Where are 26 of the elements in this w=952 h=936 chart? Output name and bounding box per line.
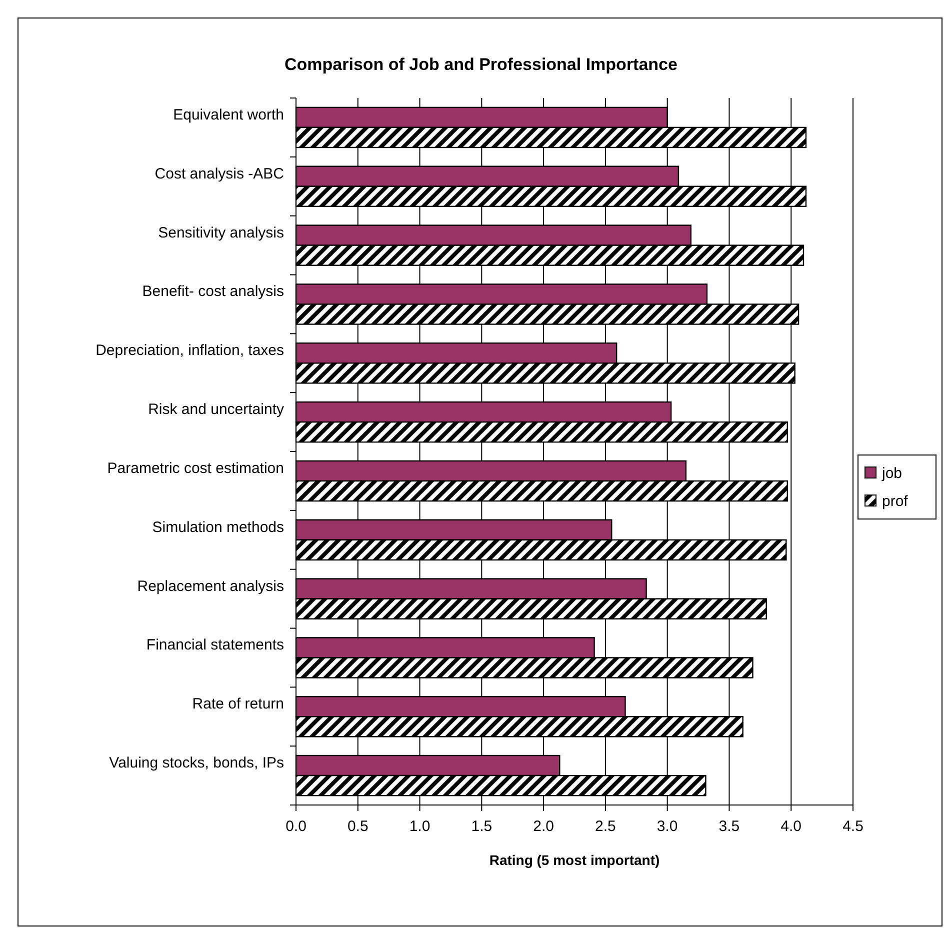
y-tick-label: Valuing stocks, bonds, IPs	[109, 754, 284, 772]
y-tick-label: Rate of return	[192, 696, 284, 713]
x-tick-label: 3.5	[718, 818, 740, 835]
x-axis-title: Rating (5 most important)	[489, 852, 660, 868]
legend-label: job	[881, 465, 902, 482]
x-tick-label: 0.0	[286, 818, 306, 835]
x-tick-label: 4.5	[842, 818, 864, 835]
chart-title: Comparison of Job and Professional Importance	[284, 55, 678, 74]
y-tick-label: Parametric cost estimation	[107, 460, 284, 477]
y-tick-label: Replacement analysis	[137, 578, 284, 595]
y-tick-label: Depreciation, inflation, taxes	[96, 342, 284, 360]
y-tick-label: Benefit- cost analysis	[142, 283, 284, 300]
x-tick-label: 2.5	[595, 818, 616, 835]
x-tick-label: 4.0	[780, 818, 802, 835]
y-tick-label: Simulation methods	[152, 518, 284, 536]
y-tick-label: Cost analysis -ABC	[154, 165, 284, 182]
x-tick-label: 1.5	[471, 818, 492, 835]
y-tick-label: Equivalent worth	[173, 106, 284, 124]
y-tick-label: Financial statements	[146, 636, 284, 654]
x-tick-label: 0.5	[347, 818, 368, 835]
x-tick-label: 1.0	[409, 818, 430, 835]
legend-label: prof	[882, 493, 909, 510]
y-tick-label: Risk and uncertainty	[148, 401, 284, 418]
y-tick-label: Sensitivity analysis	[158, 224, 284, 242]
x-tick-label: 2.0	[533, 818, 554, 835]
x-tick-label: 3.0	[656, 818, 678, 835]
